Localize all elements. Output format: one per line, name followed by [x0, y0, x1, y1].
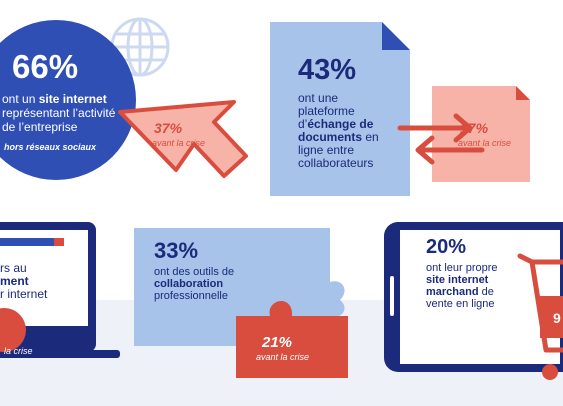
- laptop-address-bar: [0, 238, 54, 246]
- phone-button: [390, 276, 394, 316]
- website-stat-circle: [0, 20, 136, 180]
- laptop-description: rs au ment r internet: [0, 261, 48, 301]
- document-page-icon: [270, 22, 410, 196]
- shop-percent: 20%: [426, 236, 467, 258]
- collab-description: ont des outils de collaboration professi…: [154, 266, 235, 302]
- cursor-arrow-icon: [118, 100, 248, 178]
- website-note: hors réseaux sociaux: [4, 142, 97, 152]
- laptop-address-button: [54, 238, 64, 246]
- plus-sign-decoration: +: [244, 162, 264, 200]
- shop-description: ont leur propre site internet marchand d…: [426, 262, 498, 310]
- puzzle-piece-coral: [236, 300, 348, 378]
- platform-before-label: avant la crise: [458, 138, 512, 148]
- shop-cut-digit: 9: [553, 310, 561, 326]
- phone-screen: [400, 230, 560, 364]
- website-description: ont un site internet représentant l’acti…: [2, 92, 116, 134]
- cart-wheel: [542, 364, 558, 380]
- plus-sign-decoration: +: [344, 208, 364, 246]
- platform-before-percent: 17%: [460, 120, 489, 136]
- collab-before-percent: 21%: [262, 334, 293, 351]
- cart-basket: [540, 296, 563, 338]
- document-fold: [382, 22, 410, 50]
- second-document-icon: [432, 86, 530, 182]
- platform-percent: 43%: [298, 54, 357, 86]
- second-document-fold: [516, 86, 530, 100]
- website-percent: 66%: [12, 48, 79, 85]
- laptop-badge: [0, 308, 26, 352]
- website-before-label: avant la crise: [152, 138, 206, 148]
- collab-percent: 33%: [154, 238, 199, 263]
- exchange-arrows-icon: [397, 113, 485, 165]
- plus-sign-decoration: +: [98, 182, 118, 220]
- laptop-base: [0, 350, 120, 358]
- platform-description: ont une plateforme d’échange de document…: [298, 91, 379, 170]
- shopping-cart-icon: [517, 253, 563, 353]
- collab-before-label: avant la crise: [256, 352, 310, 362]
- laptop-before-label: la crise: [4, 346, 33, 356]
- website-before-percent: 37%: [154, 120, 183, 136]
